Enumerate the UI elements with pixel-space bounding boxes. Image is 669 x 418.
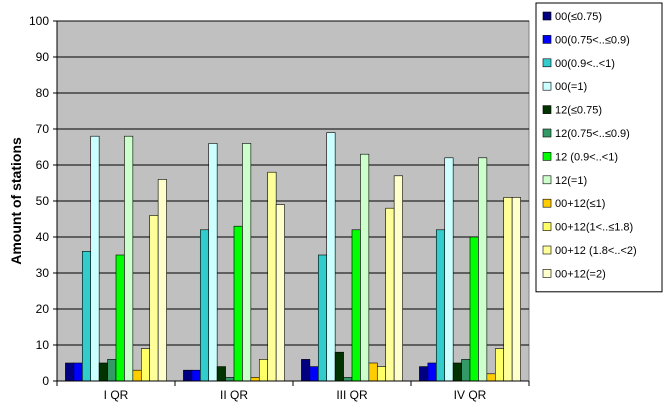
- bar: [157, 179, 167, 382]
- bar: [267, 171, 277, 382]
- y-tick-label: 0: [42, 374, 49, 388]
- bar: [140, 348, 151, 382]
- bar: [250, 377, 260, 382]
- bar: [242, 143, 252, 382]
- bar: [419, 366, 429, 382]
- bar: [478, 157, 488, 382]
- legend-label: 12(0.75<..≤0.9): [555, 128, 630, 140]
- legend-label: 00+12(=2): [555, 268, 606, 280]
- legend-label: 12(≤0.75): [555, 105, 602, 117]
- bar: [225, 377, 235, 382]
- bar: [199, 229, 210, 382]
- bar: [511, 197, 521, 382]
- legend-label: 00(0.9<..<1): [555, 58, 615, 70]
- bar: [98, 362, 108, 382]
- bar: [275, 204, 285, 382]
- bar: [326, 132, 336, 382]
- bar: [233, 225, 243, 382]
- legend-swatch: [542, 58, 552, 68]
- legend-swatch: [542, 269, 552, 278]
- legend-label: 12(=1): [555, 175, 587, 187]
- bar: [435, 229, 446, 382]
- legend-swatch: [542, 245, 552, 255]
- bar: [343, 377, 353, 382]
- bar: [258, 359, 269, 382]
- legend-label: 00(=1): [555, 81, 587, 93]
- legend-label: 00(0.75<..≤0.9): [555, 34, 630, 46]
- x-tick-label: I QR: [104, 388, 129, 402]
- bar: [73, 362, 83, 382]
- bar: [351, 229, 361, 382]
- bar: [124, 135, 134, 382]
- y-tick-label: 20: [36, 302, 50, 316]
- legend: 00(≤0.75) 00(0.75<..≤0.9) 00(0.9<..<1) 00(=…: [535, 2, 663, 293]
- y-tick-label: 100: [29, 14, 49, 28]
- legend-swatch: [542, 105, 552, 114]
- x-tick-label: III QR: [336, 388, 368, 402]
- bar: [427, 362, 437, 382]
- y-tick-label: 70: [36, 122, 50, 136]
- axes: [56, 21, 530, 386]
- legend-label: 12 (0.9<..<1): [555, 151, 618, 163]
- legend-swatch: [542, 198, 552, 208]
- bar: [81, 251, 92, 382]
- bar: [385, 207, 395, 382]
- legend-label: 00+12 (1.8<..<2): [555, 245, 637, 257]
- bar: [376, 366, 387, 382]
- bar: [208, 143, 218, 382]
- legend-box: [535, 2, 663, 293]
- bar: [90, 135, 100, 382]
- bar: [65, 362, 75, 382]
- bar: [301, 359, 311, 382]
- y-tick-label: 90: [36, 50, 50, 64]
- legend-swatch: [542, 128, 552, 138]
- legend-swatch: [542, 222, 552, 231]
- legend-swatch: [542, 152, 552, 161]
- legend-swatch: [542, 81, 552, 91]
- bar: [368, 362, 378, 382]
- bar: [107, 359, 117, 382]
- y-tick-label: 30: [36, 266, 50, 280]
- y-tick-labels: 0 10 20 30 40 50 60 70 80 90 100: [29, 14, 49, 388]
- legend-swatch: [542, 35, 552, 44]
- bar: [469, 236, 479, 382]
- bar: [317, 254, 328, 382]
- bar: [132, 369, 142, 382]
- legend-swatch: [542, 175, 552, 185]
- bar: [444, 157, 454, 382]
- bar: [183, 369, 193, 382]
- bar: [393, 175, 403, 382]
- bar: [334, 351, 344, 382]
- bar: [452, 362, 462, 382]
- x-tick-label: IV QR: [454, 388, 487, 402]
- y-tick-label: 60: [36, 158, 50, 172]
- legend-label: 00+12(1<..≤1.8): [555, 222, 633, 234]
- bar: [486, 373, 496, 382]
- bar: [149, 215, 159, 382]
- y-tick-label: 40: [36, 230, 50, 244]
- bars: [65, 132, 521, 382]
- bar: [360, 153, 370, 382]
- bar: [191, 369, 201, 382]
- y-tick-label: 80: [36, 86, 50, 100]
- legend-label: 00+12(≤1): [555, 198, 605, 210]
- bar: [503, 197, 513, 382]
- y-axis-title: Amount of stations: [8, 137, 24, 265]
- bar: [461, 359, 471, 382]
- y-tick-label: 50: [36, 194, 50, 208]
- x-tick-label: II QR: [220, 388, 248, 402]
- bar: [309, 366, 319, 382]
- legend-swatch: [542, 11, 552, 21]
- bar: [216, 366, 226, 382]
- bar: [494, 348, 505, 382]
- y-tick-label: 10: [36, 338, 50, 352]
- x-tick-labels: I QR II QR III QR IV QR: [104, 388, 487, 402]
- legend-label: 00(≤0.75): [555, 11, 602, 23]
- bar: [115, 254, 125, 382]
